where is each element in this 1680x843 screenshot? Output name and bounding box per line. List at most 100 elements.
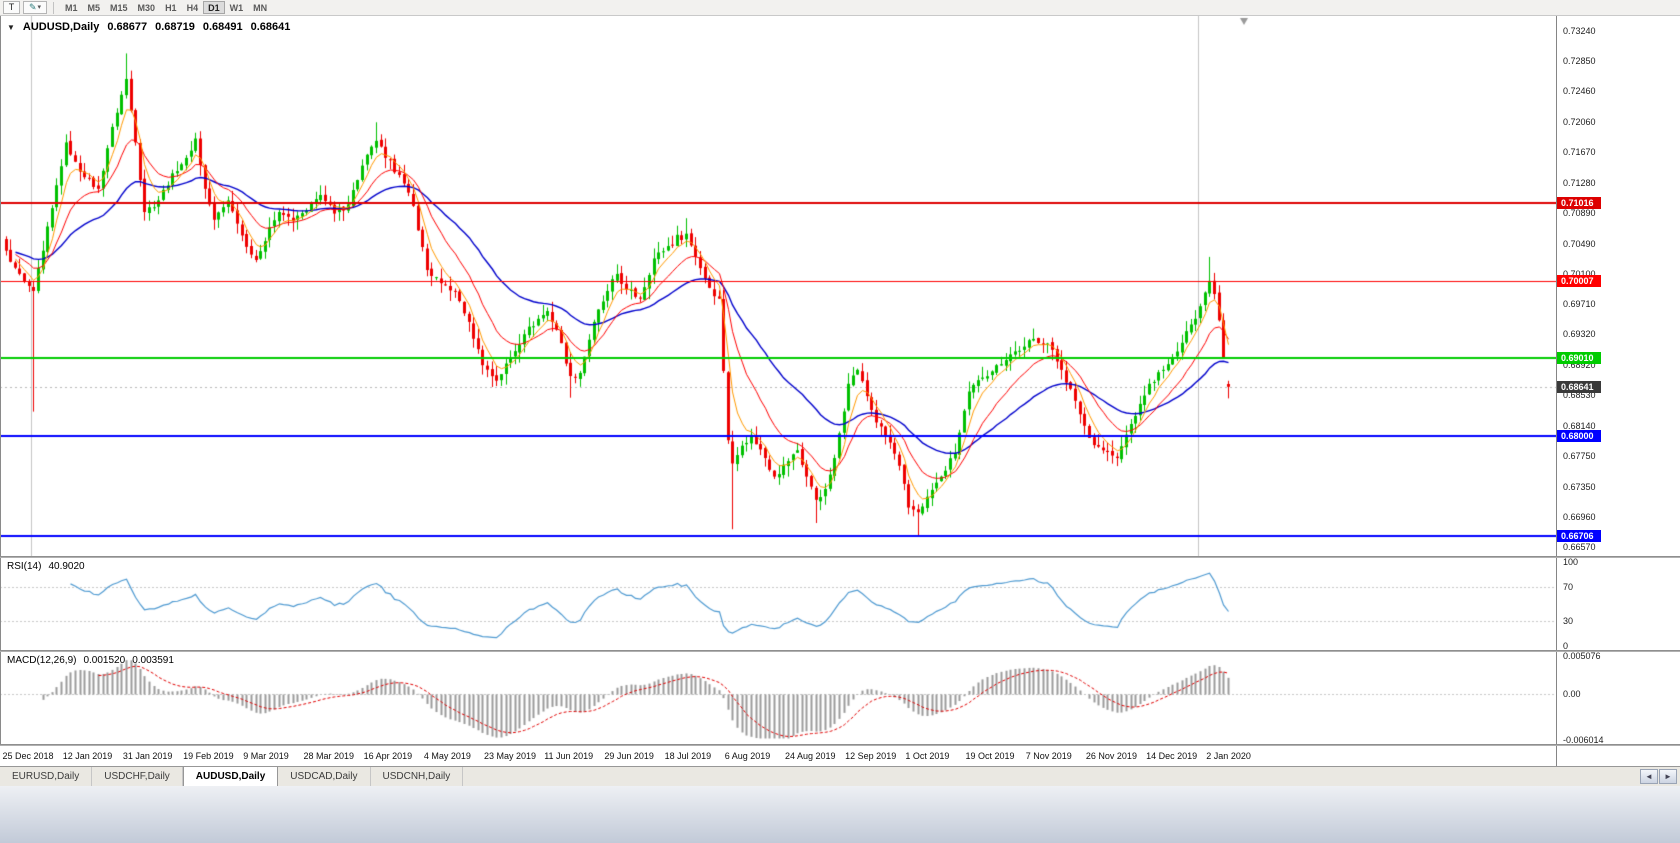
chart-tab-usdcnh[interactable]: USDCNH,Daily [371,767,464,786]
price-tick: 0.68920 [1563,360,1596,371]
current-price-tag: 0.68641 [1557,380,1601,393]
pencil-icon: ✎ [28,2,37,12]
pane-splitter-macd[interactable] [0,650,1680,652]
rsi-indicator-label: RSI(14) 40.9020 [7,561,85,572]
time-axis-label: 11 Jun 2019 [544,751,594,761]
macd-value-main: 0.001520 [83,655,126,666]
price-tick: 0.72460 [1563,86,1596,97]
macd-indicator-label: MACD(12,26,9) 0.001520 0.003591 [7,655,174,666]
timeframe-button-mn[interactable]: MN [248,1,272,14]
rsi-axis-tick: 0 [1563,641,1569,651]
rsi-axis-tick: 70 [1563,582,1574,593]
chart-tab-usdchf[interactable]: USDCHF,Daily [92,767,183,786]
price-tick: 0.66960 [1563,511,1596,522]
price-tick: 0.67350 [1563,481,1596,492]
price-level-tag: 0.69010 [1557,352,1601,365]
time-axis-label: 31 Jan 2019 [122,751,173,761]
time-axis-label: 29 Jun 2019 [604,751,654,761]
tab-strip: EURUSD,Daily USDCHF,Daily AUDUSD,Daily USDC… [0,767,464,786]
price-tick: 0.71670 [1563,147,1596,158]
time-axis-label: 19 Oct 2019 [965,751,1015,761]
time-axis-label: 2 Jan 2020 [1206,751,1251,761]
toolbar-separator [53,1,54,14]
chart-left-border [0,16,1,766]
time-axis-label: 25 Dec 2018 [2,751,54,761]
price-tick: 0.68530 [1563,390,1596,401]
price-tick: 0.69320 [1563,329,1596,340]
time-axis-label: 12 Sep 2019 [845,751,897,761]
price-chart-canvas[interactable] [0,16,1556,556]
rsi-value: 40.9020 [48,561,85,572]
chart-tab-audusd[interactable]: AUDUSD,Daily [182,767,279,786]
time-axis-label: 6 Aug 2019 [724,751,771,761]
timeframe-button-h4[interactable]: H4 [182,1,204,14]
ohlc-low: 0.68491 [202,21,243,33]
price-tick: 0.70100 [1563,268,1596,279]
toolbar: T ✎ ▾ M1 M5 M15 M30 H1 H4 D1 W1 MN [0,0,1680,16]
time-axis-label: 1 Oct 2019 [905,751,950,761]
price-tick: 0.69710 [1563,299,1596,310]
timeframe-button-m15[interactable]: M15 [105,1,133,14]
price-tick: 0.66570 [1563,542,1596,552]
timeframe-button-m5[interactable]: M5 [83,1,106,14]
macd-axis-tick: 0.005076 [1563,651,1601,661]
chart-menu-icon[interactable]: ▼ [7,22,15,32]
chart-symbol-period: AUDUSD,Daily [22,21,100,33]
rsi-pane-canvas[interactable] [0,558,1556,650]
price-level-tag: 0.68000 [1557,430,1601,443]
price-tick: 0.73240 [1563,26,1596,36]
price-tick: 0.71280 [1563,177,1596,188]
price-level-tag: 0.71016 [1557,197,1601,210]
tab-scroll-controls: ◄ ► [1640,767,1680,786]
time-axis-label: 23 May 2019 [484,751,537,761]
macd-name: MACD(12,26,9) [7,655,77,666]
timeframe-button-m30[interactable]: M30 [133,1,161,14]
price-tick: 0.70890 [1563,207,1596,218]
pane-splitter-timeaxis[interactable] [0,744,1680,746]
price-tick: 0.72850 [1563,56,1596,67]
time-axis-label: 9 Mar 2019 [243,751,289,761]
ohlc-open: 0.68677 [107,21,148,33]
timeframe-button-d1[interactable]: D1 [203,1,225,14]
macd-axis-tick: -0.006014 [1563,735,1604,745]
time-axis-label: 12 Jan 2019 [62,751,113,761]
chart-tab-usdcad[interactable]: USDCAD,Daily [278,767,371,786]
timeframe-button-h1[interactable]: H1 [160,1,182,14]
price-level-tag: 0.66706 [1557,530,1601,543]
time-axis-label: 4 May 2019 [423,751,471,761]
time-axis-label: 28 Mar 2019 [303,751,354,761]
rsi-name: RSI(14) [7,561,42,572]
timeframe-button-group: M1 M5 M15 M30 H1 H4 D1 W1 MN [60,1,272,14]
status-bar [0,786,1680,843]
time-axis-label: 24 Aug 2019 [784,751,836,761]
chart-title: ▼ AUDUSD,Daily 0.68677 0.68719 0.68491 0… [7,21,290,33]
pane-splitter-rsi[interactable] [0,556,1680,558]
macd-value-signal: 0.003591 [132,655,174,666]
timeframe-button-m1[interactable]: M1 [60,1,83,14]
chevron-down-icon: ▾ [37,4,42,11]
price-axis[interactable]: 0.73240 0.72850 0.72460 0.72060 0.71670 0.712… [1557,16,1680,766]
time-axis-label: 26 Nov 2019 [1085,751,1137,761]
time-axis-label: 7 Nov 2019 [1025,751,1072,761]
rsi-axis-tick: 30 [1563,615,1574,626]
rsi-axis-tick: 100 [1563,557,1579,567]
ohlc-high: 0.68719 [155,21,195,33]
time-axis[interactable]: 25 Dec 2018 12 Jan 2019 31 Jan 2019 19 Feb … [0,746,1680,766]
price-tick: 0.67750 [1563,450,1596,461]
text-tool-button[interactable]: T [3,1,20,14]
ohlc-close: 0.68641 [250,21,291,33]
tab-scroll-right-button[interactable]: ► [1659,769,1677,784]
price-tick: 0.70490 [1563,238,1596,249]
price-tick: 0.72060 [1563,117,1596,128]
draw-tool-button[interactable]: ✎ ▾ [23,1,47,14]
time-axis-label: 14 Dec 2019 [1146,751,1198,761]
macd-pane-canvas[interactable] [0,652,1556,744]
price-tick: 0.68140 [1563,420,1596,431]
time-axis-label: 19 Feb 2019 [183,751,234,761]
price-level-tag: 0.70007 [1557,275,1601,288]
tab-scroll-left-button[interactable]: ◄ [1640,769,1658,784]
timeframe-button-w1[interactable]: W1 [225,1,249,14]
chart-tab-eurusd[interactable]: EURUSD,Daily [0,767,93,786]
time-axis-label: 18 Jul 2019 [664,751,712,761]
